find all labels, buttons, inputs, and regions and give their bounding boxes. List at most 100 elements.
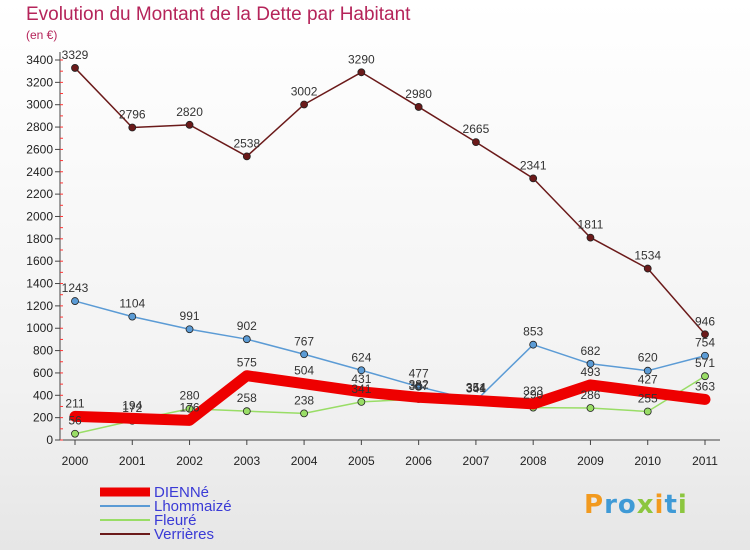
data-label: 571: [695, 356, 715, 370]
data-label: 427: [638, 372, 658, 386]
data-point: [357, 397, 366, 406]
data-point: [71, 64, 79, 72]
data-label: 2341: [520, 158, 547, 172]
data-point: [299, 378, 310, 389]
data-label: 504: [294, 364, 314, 378]
x-tick-label: 2008: [520, 454, 547, 468]
data-point: [642, 387, 653, 398]
data-point: [356, 386, 367, 397]
y-tick-label: 1600: [26, 254, 53, 268]
y-tick-label: 800: [33, 344, 53, 358]
unit-label: (en €): [26, 28, 58, 42]
data-label: 2538: [233, 136, 260, 150]
data-point: [127, 413, 138, 424]
data-point: [701, 372, 709, 381]
data-point: [357, 366, 366, 375]
data-point: [700, 394, 710, 405]
y-tick-label: 2400: [26, 165, 53, 179]
data-label: 172: [122, 401, 142, 415]
data-point: [643, 407, 652, 416]
x-tick-label: 2003: [233, 454, 260, 468]
data-point: [414, 382, 423, 391]
x-tick-label: 2011: [692, 454, 718, 468]
data-label: 341: [351, 382, 371, 396]
data-label: 620: [638, 351, 658, 365]
data-label: 211: [65, 396, 84, 410]
data-label: 431: [351, 372, 371, 386]
y-tick-label: 1000: [26, 321, 53, 335]
y-tick-label: 200: [33, 411, 53, 425]
x-tick-label: 2002: [176, 454, 203, 468]
data-point: [185, 404, 194, 413]
y-tick-label: 3000: [26, 98, 53, 112]
x-tick-label: 2007: [463, 454, 490, 468]
data-label: 3290: [348, 52, 375, 66]
x-tick-label: 2000: [62, 454, 89, 468]
data-label: 238: [294, 393, 314, 407]
y-tick-label: 1800: [26, 232, 53, 246]
data-point: [585, 379, 596, 390]
data-label: 255: [638, 392, 658, 406]
data-label: 493: [580, 365, 600, 379]
data-label: 351: [466, 381, 486, 395]
data-point: [413, 392, 424, 403]
data-label: 286: [580, 388, 600, 402]
data-point: [701, 330, 709, 339]
x-tick-label: 2009: [577, 454, 604, 468]
data-point: [184, 415, 195, 426]
x-tick-label: 2006: [405, 454, 432, 468]
data-point: [128, 123, 137, 132]
y-tick-label: 2000: [26, 209, 53, 223]
y-tick-label: 2200: [26, 187, 53, 201]
data-label: 2665: [463, 122, 490, 136]
data-point: [185, 325, 194, 334]
data-point: [586, 404, 595, 412]
data-label: 367: [409, 379, 429, 393]
data-point: [701, 351, 709, 360]
data-label: 2820: [176, 105, 203, 119]
data-label: 1104: [119, 297, 145, 311]
data-point: [643, 264, 652, 273]
data-label: 382: [409, 377, 429, 391]
data-label: 363: [695, 379, 715, 393]
y-tick-label: 600: [33, 366, 53, 380]
data-label: 682: [580, 344, 600, 358]
data-label: 2980: [405, 87, 432, 101]
legend-label: Verrières: [154, 526, 214, 543]
data-point: [470, 395, 481, 406]
data-point: [70, 411, 80, 422]
data-label: 477: [409, 367, 429, 381]
data-labels: 211 194 176 575 504 431 382 354 323 493 427 363 1243…: [62, 48, 716, 428]
data-point: [242, 152, 251, 161]
y-tick-label: 2600: [26, 142, 53, 156]
data-label: 902: [237, 319, 257, 333]
y-tick-label: 1200: [26, 299, 53, 313]
data-point: [414, 103, 423, 111]
data-label: 354: [466, 380, 486, 394]
data-point: [528, 398, 539, 409]
data-label: 323: [523, 384, 543, 398]
data-point: [357, 68, 366, 77]
data-label: 258: [237, 391, 257, 405]
chart-title: Evolution du Montant de la Dette par Hab…: [26, 4, 411, 25]
data-point: [71, 297, 79, 305]
y-tick-label: 0: [46, 433, 53, 447]
legend-label: DIENNé: [154, 484, 209, 501]
data-label: 767: [294, 334, 314, 348]
data-point: [128, 312, 137, 321]
series-line-3: [74, 67, 706, 336]
data-label: 853: [523, 325, 543, 339]
data-point: [529, 340, 538, 349]
data-label: 344: [466, 382, 486, 396]
y-tick-label: 3400: [26, 53, 53, 67]
data-point: [586, 359, 595, 368]
y-tick-label: 3200: [26, 75, 53, 89]
data-label: 3329: [62, 48, 89, 62]
data-point: [586, 233, 595, 242]
x-tick-label: 2010: [634, 454, 661, 468]
series-line-2: [74, 375, 706, 435]
data-point: [300, 409, 308, 418]
data-label: 56: [68, 414, 82, 428]
